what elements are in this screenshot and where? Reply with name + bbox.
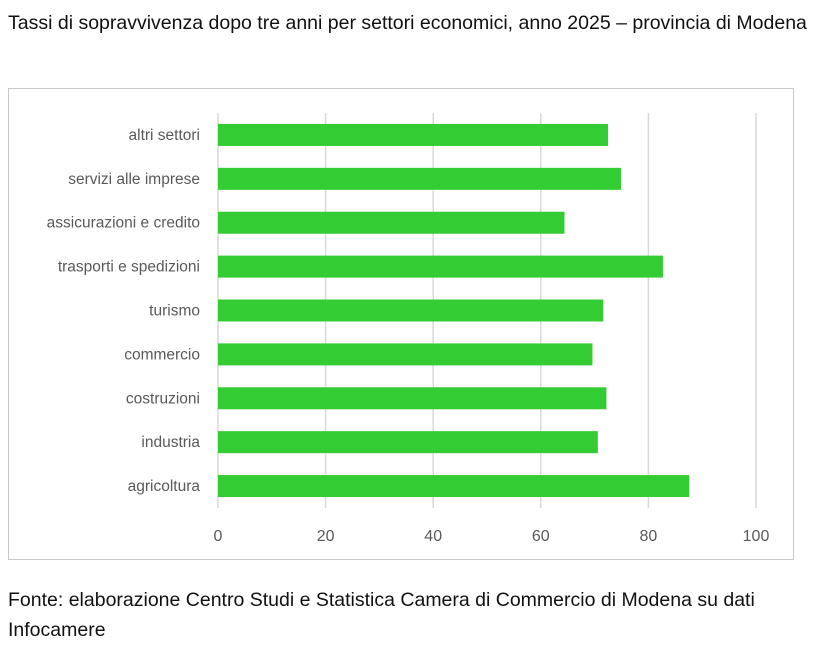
x-tick-label: 20 [317,528,335,545]
category-label: trasporti e spedizioni [58,259,200,276]
bar [218,431,598,454]
x-tick-label: 60 [532,528,550,545]
category-label: altri settori [129,127,201,144]
bar [218,387,607,410]
chart-area [8,88,794,560]
x-tick-label: 0 [214,528,223,545]
chart-title: Tassi di sopravvivenza dopo tre anni per… [8,12,807,34]
bar [218,475,690,498]
category-label: turismo [149,303,200,320]
bar [218,343,593,366]
category-label: industria [141,434,200,451]
bar [218,123,609,146]
category-label: servizi alle imprese [68,171,200,188]
x-tick-label: 40 [424,528,442,545]
source-note: Fonte: elaborazione Centro Studi e Stati… [8,589,755,641]
bar [218,167,621,190]
x-tick-label: 80 [640,528,658,545]
category-label: assicurazioni e credito [47,215,200,232]
category-label: commercio [124,346,200,363]
category-label: costruzioni [126,390,200,407]
bar [218,255,663,278]
bar [218,299,604,322]
x-tick-label: 100 [743,528,770,545]
bar [218,211,565,234]
category-label: agricoltura [128,478,201,495]
